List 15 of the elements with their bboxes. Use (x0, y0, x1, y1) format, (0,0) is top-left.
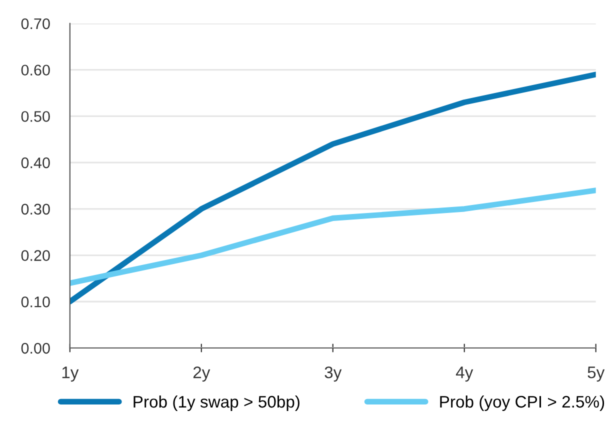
y-tick-label: 0.30 (21, 204, 50, 215)
y-tick-label: 0.20 (21, 250, 50, 261)
y-tick-label: 0.50 (21, 111, 50, 122)
legend-label: Prob (yoy CPI > 2.5%) (440, 395, 604, 411)
y-tick-label: 0.00 (21, 342, 50, 354)
y-tick-label: 0.40 (21, 157, 50, 168)
x-tick-label: 4y (456, 366, 474, 382)
x-tick-label: 5y (588, 366, 605, 382)
legend-label: Prob (1y swap > 50bp) (134, 395, 300, 411)
y-tick-label: 0.60 (21, 64, 50, 76)
x-tick-label: 2y (193, 366, 210, 382)
x-tick-label: 1y (62, 366, 79, 382)
x-tick-label: 3y (324, 366, 342, 382)
y-tick-label: 0.70 (21, 18, 50, 30)
y-tick-label: 0.10 (21, 296, 50, 308)
